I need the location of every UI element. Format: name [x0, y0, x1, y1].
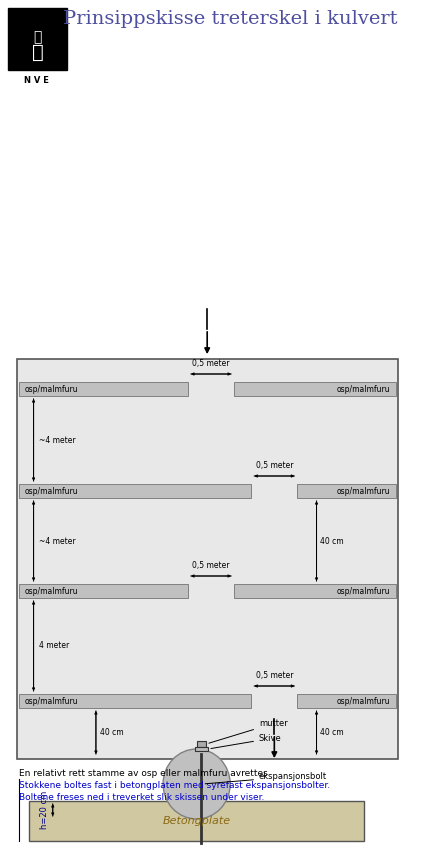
FancyBboxPatch shape [234, 584, 396, 598]
FancyBboxPatch shape [297, 694, 396, 708]
Text: Betongplate: Betongplate [162, 816, 231, 826]
Text: ~4 meter: ~4 meter [39, 436, 76, 445]
Text: Stokkene boltes fast i betongplaten med syrefast ekspansjonsbolter.: Stokkene boltes fast i betongplaten med … [19, 781, 330, 790]
Text: osp/malmfuru: osp/malmfuru [337, 486, 391, 496]
Text: 0,5 meter: 0,5 meter [192, 359, 230, 368]
FancyBboxPatch shape [29, 801, 365, 841]
FancyBboxPatch shape [19, 694, 251, 708]
Text: osp/malmfuru: osp/malmfuru [337, 587, 391, 595]
Text: 0,5 meter: 0,5 meter [255, 461, 293, 470]
Text: osp/malmfuru: osp/malmfuru [25, 486, 78, 496]
Text: Skive: Skive [211, 734, 282, 749]
FancyBboxPatch shape [10, 10, 65, 68]
Text: Prinsippskisse treterskel i kulvert: Prinsippskisse treterskel i kulvert [63, 10, 397, 28]
Text: Boltene freses ned i treverket slik skissen under viser.: Boltene freses ned i treverket slik skis… [19, 793, 265, 802]
FancyBboxPatch shape [195, 747, 208, 751]
FancyBboxPatch shape [197, 741, 206, 747]
Text: 👑: 👑 [33, 30, 42, 44]
FancyBboxPatch shape [19, 382, 188, 396]
Text: osp/malmfuru: osp/malmfuru [25, 587, 78, 595]
Text: 0,5 meter: 0,5 meter [255, 671, 293, 680]
Text: osp/malmfuru: osp/malmfuru [25, 385, 78, 393]
Text: 40 cm: 40 cm [320, 537, 344, 546]
Text: osp/malmfuru: osp/malmfuru [337, 385, 391, 393]
Text: h=20 cm: h=20 cm [40, 791, 49, 829]
Text: 4 meter: 4 meter [39, 642, 70, 650]
FancyBboxPatch shape [17, 359, 398, 759]
Text: 40 cm: 40 cm [320, 728, 344, 737]
FancyBboxPatch shape [297, 484, 396, 498]
Circle shape [163, 749, 230, 819]
Text: 0,5 meter: 0,5 meter [192, 561, 230, 570]
Text: osp/malmfuru: osp/malmfuru [337, 696, 391, 706]
Text: 🦁: 🦁 [32, 42, 43, 61]
Text: En relativt rett stamme av osp eller malmfuru avrettes: En relativt rett stamme av osp eller mal… [19, 769, 268, 778]
Text: mutter: mutter [209, 719, 288, 743]
FancyBboxPatch shape [19, 484, 251, 498]
Text: ~4 meter: ~4 meter [39, 537, 76, 546]
Text: 40 cm: 40 cm [100, 728, 123, 737]
FancyBboxPatch shape [19, 584, 188, 598]
FancyBboxPatch shape [8, 8, 67, 70]
FancyBboxPatch shape [234, 382, 396, 396]
Text: osp/malmfuru: osp/malmfuru [25, 696, 78, 706]
Text: ekspansjonsbolt: ekspansjonsbolt [205, 772, 327, 784]
Text: N V E: N V E [24, 76, 49, 85]
